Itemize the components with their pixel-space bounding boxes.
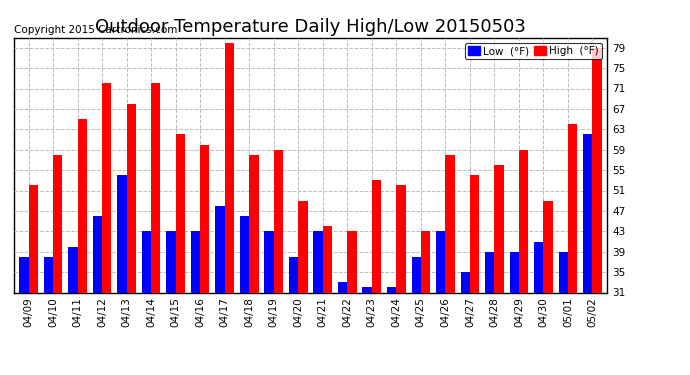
- Bar: [43, 257, 53, 292]
- Legend: Low  (°F), High  (°F): Low (°F), High (°F): [464, 43, 602, 59]
- Bar: [421, 231, 430, 292]
- Bar: [166, 231, 176, 292]
- Bar: [92, 216, 102, 292]
- Bar: [313, 231, 323, 292]
- Text: Copyright 2015 Cartronics.com: Copyright 2015 Cartronics.com: [14, 25, 177, 35]
- Bar: [568, 124, 578, 292]
- Bar: [445, 155, 455, 292]
- Bar: [191, 231, 200, 292]
- Bar: [274, 150, 283, 292]
- Bar: [289, 257, 298, 292]
- Bar: [485, 252, 495, 292]
- Bar: [240, 216, 249, 292]
- Bar: [176, 134, 185, 292]
- Bar: [225, 43, 234, 292]
- Bar: [264, 231, 274, 292]
- Bar: [53, 155, 62, 292]
- Bar: [28, 185, 38, 292]
- Bar: [19, 257, 28, 292]
- Bar: [347, 231, 357, 292]
- Bar: [68, 247, 77, 292]
- Bar: [544, 201, 553, 292]
- Bar: [323, 226, 332, 292]
- Bar: [362, 287, 372, 292]
- Bar: [559, 252, 568, 292]
- Bar: [593, 48, 602, 292]
- Bar: [387, 287, 396, 292]
- Bar: [215, 206, 225, 292]
- Bar: [534, 242, 544, 292]
- Bar: [411, 257, 421, 292]
- Bar: [396, 185, 406, 292]
- Bar: [102, 83, 111, 292]
- Bar: [142, 231, 151, 292]
- Bar: [460, 272, 470, 292]
- Bar: [151, 83, 161, 292]
- Bar: [200, 145, 210, 292]
- Bar: [583, 134, 593, 292]
- Bar: [126, 104, 136, 292]
- Bar: [470, 175, 479, 292]
- Bar: [338, 282, 347, 292]
- Title: Outdoor Temperature Daily High/Low 20150503: Outdoor Temperature Daily High/Low 20150…: [95, 18, 526, 36]
- Bar: [249, 155, 259, 292]
- Bar: [77, 119, 87, 292]
- Bar: [519, 150, 529, 292]
- Bar: [372, 180, 381, 292]
- Bar: [510, 252, 519, 292]
- Bar: [298, 201, 308, 292]
- Bar: [495, 165, 504, 292]
- Bar: [436, 231, 445, 292]
- Bar: [117, 175, 126, 292]
